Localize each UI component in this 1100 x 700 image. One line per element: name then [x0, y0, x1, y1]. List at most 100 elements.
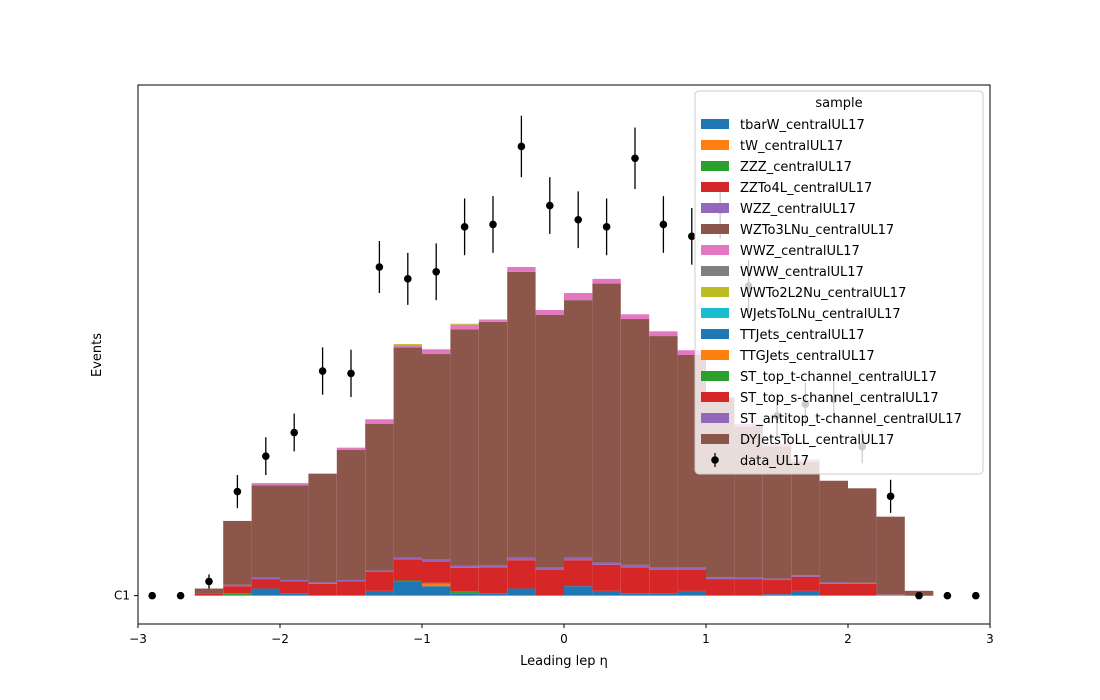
data-point-6	[318, 367, 327, 375]
bar-ZZTo4L_centralUL17-bin-22	[819, 583, 848, 596]
bar-WZZ_centralUL17-bin-15	[620, 564, 650, 568]
bar-ZZTo4L_centralUL17-bin-13	[564, 560, 593, 587]
x-tick-label: 1	[702, 632, 710, 646]
legend-entry-label: TTGJets_centralUL17	[739, 349, 875, 364]
bar-tbarW_centralUL17-bin-21	[791, 590, 820, 596]
bar-WZZ_centralUL17-bin-7	[393, 557, 422, 560]
legend: sample tbarW_centralUL17 tW_centralUL17 ZZZ…	[694, 90, 984, 475]
bar-WZZ_centralUL17-bin-18	[706, 577, 735, 580]
bar-WZTo3LNu_centralUL17-bin-5	[336, 450, 366, 581]
legend-entry-label: ZZTo4L_centralUL17	[740, 181, 872, 196]
x-axis-label: Leading lep η	[520, 654, 608, 669]
data-point-11	[460, 223, 469, 231]
bar-tbarW_centralUL17-bin-2	[251, 588, 280, 596]
bar-WZTo3LNu_centralUL17-bin-4	[308, 473, 337, 583]
legend-entry-label: data_UL17	[740, 454, 809, 469]
bar-ZZTo4L_centralUL17-bin-21	[791, 576, 820, 591]
bar-WZZ_centralUL17-bin-8	[422, 559, 451, 562]
bar-WZTo3LNu_centralUL17-bin-13	[564, 300, 593, 558]
legend-entry-label: WWZ_centralUL17	[740, 244, 860, 259]
bar-tbarW_centralUL17-bin-10	[478, 593, 508, 596]
bar-WZTo3LNu_centralUL17-bin-21	[791, 461, 820, 576]
data-point-13	[517, 142, 526, 151]
y-tick-label: C1	[114, 589, 130, 603]
legend-data-marker	[711, 456, 719, 464]
bar-WWZ_centralUL17-bin-16	[649, 331, 678, 337]
data-point-17	[631, 154, 639, 163]
legend-swatch	[701, 224, 729, 234]
legend-entry-label: tbarW_centralUL17	[740, 118, 865, 133]
bar-ZZTo4L_centralUL17-bin-4	[308, 583, 337, 596]
legend-swatch	[701, 161, 729, 171]
data-point-12	[489, 220, 497, 229]
data-point-2	[205, 577, 213, 586]
bar-WZZ_centralUL17-bin-1	[223, 584, 252, 587]
bar-WZZ_centralUL17-bin-11	[507, 557, 536, 561]
bar-WZZ_centralUL17-bin-5	[336, 580, 366, 582]
bar-WZTo3LNu_centralUL17-bin-1	[223, 520, 252, 585]
data-point-27	[915, 591, 923, 600]
bar-ZZTo4L_centralUL17-bin-3	[280, 581, 309, 594]
legend-entry-label: WJetsToLNu_centralUL17	[740, 307, 901, 322]
bar-WWZ_centralUL17-bin-9	[450, 324, 479, 330]
x-tick-label: 2	[844, 632, 852, 646]
bar-ZZZ_centralUL17-bin-9	[450, 591, 479, 594]
bar-WZTo3LNu_centralUL17-bin-16	[649, 336, 678, 568]
bar-WZTo3LNu_centralUL17-bin-11	[507, 271, 536, 558]
legend-swatch	[701, 287, 729, 297]
x-tick-label: −3	[129, 632, 147, 646]
legend-swatch	[701, 413, 729, 423]
bar-ZZZ_centralUL17-bin-8	[422, 582, 451, 584]
legend-swatch	[701, 245, 729, 255]
legend-box	[694, 90, 984, 475]
bar-WWZ_centralUL17-bin-8	[422, 349, 451, 355]
bar-WZTo3LNu_centralUL17-bin-22	[819, 480, 848, 583]
legend-entry-label: ST_top_s-channel_centralUL17	[740, 391, 939, 406]
bar-tbarW_centralUL17-bin-14	[592, 590, 621, 596]
bar-WZTo3LNu_centralUL17-bin-7	[393, 347, 422, 558]
bar-tbarW_centralUL17-bin-20	[762, 594, 792, 596]
data-point-5	[290, 428, 299, 437]
data-point-18	[659, 220, 668, 229]
bar-WZZ_centralUL17-bin-4	[308, 582, 337, 584]
bar-WZZ_centralUL17-bin-22	[819, 582, 848, 584]
bar-tbarW_centralUL17-bin-6	[365, 590, 394, 596]
y-axis-label: Events	[90, 333, 105, 377]
stacked-bars	[194, 267, 934, 596]
bar-WWZ_centralUL17-bin-7	[393, 345, 422, 348]
data-point-7	[347, 369, 355, 378]
bar-WWZ_centralUL17-bin-5	[336, 447, 366, 450]
bar-WZTo3LNu_centralUL17-bin-2	[251, 485, 280, 578]
data-point-28	[943, 591, 952, 600]
bar-ZZTo4L_centralUL17-bin-20	[762, 580, 792, 595]
bar-WWZ_centralUL17-bin-12	[535, 310, 564, 315]
bar-ZZTo4L_centralUL17-bin-12	[535, 569, 564, 596]
legend-entry-label: ZZZ_centralUL17	[740, 160, 852, 175]
bar-WZTo3LNu_centralUL17-bin-14	[592, 283, 621, 563]
bar-tW_centralUL17-bin-8	[422, 583, 451, 587]
bar-tbarW_centralUL17-bin-17	[677, 590, 706, 596]
bar-WZZ_centralUL17-bin-6	[365, 570, 394, 572]
bar-WZTo3LNu_centralUL17-bin-23	[848, 488, 877, 583]
bar-WZZ_centralUL17-bin-16	[649, 567, 678, 570]
bar-ZZTo4L_centralUL17-bin-10	[478, 567, 508, 594]
legend-swatch	[701, 182, 729, 192]
bar-ZZTo4L_centralUL17-bin-0	[194, 593, 224, 596]
bar-tbarW_centralUL17-bin-16	[649, 593, 678, 596]
bar-WWTo2L2Nu_centralUL17-bin-7	[393, 344, 422, 346]
data-point-4	[262, 452, 270, 460]
legend-swatch	[701, 371, 729, 381]
bar-WZZ_centralUL17-bin-19	[734, 577, 763, 580]
bar-WZZ_centralUL17-bin-17	[677, 567, 706, 570]
data-point-10	[432, 267, 441, 276]
legend-swatch	[701, 266, 729, 276]
bar-WZTo3LNu_centralUL17-bin-24	[876, 516, 905, 595]
bar-WWZ_centralUL17-bin-3	[280, 483, 309, 486]
data-point-26	[886, 492, 895, 501]
bar-WZZ_centralUL17-bin-14	[592, 562, 621, 565]
bar-WZTo3LNu_centralUL17-bin-0	[194, 588, 224, 594]
bar-ZZTo4L_centralUL17-bin-19	[734, 579, 763, 596]
legend-entry-label: TTJets_centralUL17	[739, 328, 865, 343]
bar-WZTo3LNu_centralUL17-bin-6	[365, 424, 394, 571]
